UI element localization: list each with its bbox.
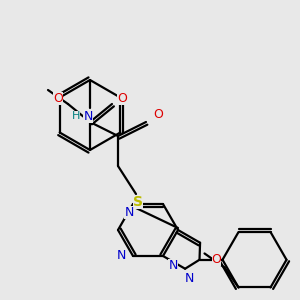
Text: N: N [83, 110, 93, 122]
Text: O: O [153, 107, 163, 121]
Text: S: S [133, 195, 143, 209]
Text: N: N [116, 250, 126, 262]
Text: N: N [124, 206, 134, 218]
Text: O: O [212, 253, 221, 266]
Text: N: N [168, 260, 178, 272]
Text: O: O [53, 92, 63, 104]
Text: O: O [117, 92, 127, 104]
Text: H: H [72, 111, 80, 121]
Text: N: N [184, 272, 194, 285]
